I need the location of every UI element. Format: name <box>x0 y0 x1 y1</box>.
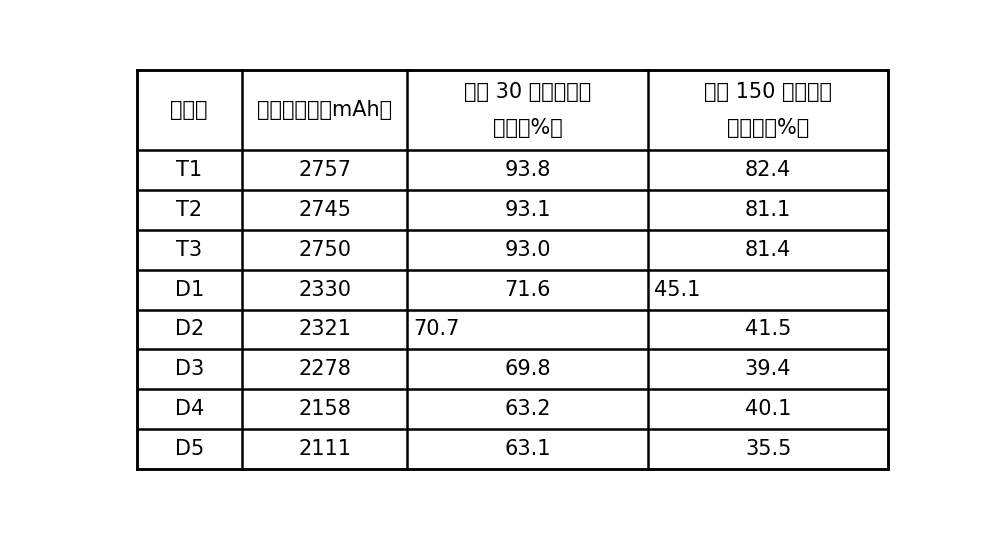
Text: 45.1: 45.1 <box>654 280 700 300</box>
Text: 63.1: 63.1 <box>504 439 551 459</box>
Text: 实施例: 实施例 <box>170 100 208 120</box>
Text: 循环 30 次电容量保
持率（%）: 循环 30 次电容量保 持率（%） <box>464 82 591 138</box>
Text: 2111: 2111 <box>298 439 351 459</box>
Text: 2330: 2330 <box>298 280 351 300</box>
Text: 81.4: 81.4 <box>745 240 791 260</box>
Text: 63.2: 63.2 <box>504 399 551 419</box>
Text: 70.7: 70.7 <box>413 319 460 340</box>
Text: T3: T3 <box>176 240 202 260</box>
Text: 71.6: 71.6 <box>504 280 551 300</box>
Text: T1: T1 <box>176 160 202 180</box>
Text: 40.1: 40.1 <box>745 399 791 419</box>
Text: 81.1: 81.1 <box>745 200 791 220</box>
Text: 93.0: 93.0 <box>504 240 551 260</box>
Text: 82.4: 82.4 <box>745 160 791 180</box>
Text: 循环 150 次电容量
保持率（%）: 循环 150 次电容量 保持率（%） <box>704 82 832 138</box>
Text: 2750: 2750 <box>298 240 351 260</box>
Text: D5: D5 <box>175 439 204 459</box>
Text: 2158: 2158 <box>298 399 351 419</box>
Text: 41.5: 41.5 <box>745 319 791 340</box>
Text: 35.5: 35.5 <box>745 439 791 459</box>
Text: 2278: 2278 <box>298 359 351 379</box>
Text: D4: D4 <box>175 399 204 419</box>
Text: 2321: 2321 <box>298 319 351 340</box>
Text: D1: D1 <box>175 280 204 300</box>
Text: D2: D2 <box>175 319 204 340</box>
Text: 39.4: 39.4 <box>745 359 791 379</box>
Text: 93.8: 93.8 <box>504 160 551 180</box>
Text: 首次电容量（mAh）: 首次电容量（mAh） <box>257 100 392 120</box>
Text: 2745: 2745 <box>298 200 351 220</box>
Text: 2757: 2757 <box>298 160 351 180</box>
Text: 93.1: 93.1 <box>504 200 551 220</box>
Text: T2: T2 <box>176 200 202 220</box>
Text: D3: D3 <box>175 359 204 379</box>
Text: 69.8: 69.8 <box>504 359 551 379</box>
